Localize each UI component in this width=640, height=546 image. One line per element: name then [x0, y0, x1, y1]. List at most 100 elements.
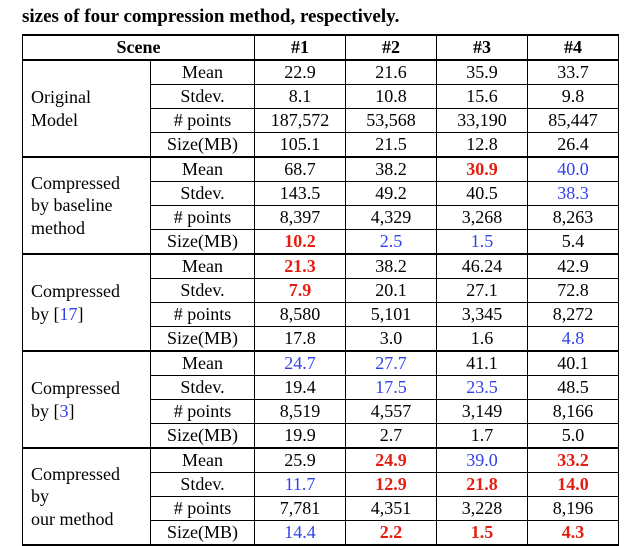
- value-cell: 68.7: [255, 157, 346, 182]
- metric-label: Size(MB): [151, 230, 255, 255]
- value-cell: 24.9: [346, 448, 437, 473]
- table-caption: sizes of four compression method, respec…: [22, 6, 618, 28]
- value-cell: 4,329: [346, 206, 437, 230]
- value-cell: 1.5: [437, 230, 528, 255]
- metric-label: Mean: [151, 60, 255, 85]
- metric-label: # points: [151, 109, 255, 133]
- value-cell: 26.4: [528, 133, 619, 158]
- value-cell: 8.1: [255, 85, 346, 109]
- metric-label: # points: [151, 303, 255, 327]
- value-cell: 5,101: [346, 303, 437, 327]
- value-cell: 30.9: [437, 157, 528, 182]
- value-cell: 53,568: [346, 109, 437, 133]
- group-label: OriginalModel: [23, 60, 151, 157]
- value-cell: 1.7: [437, 424, 528, 449]
- value-cell: 1.5: [437, 521, 528, 546]
- value-cell: 10.2: [255, 230, 346, 255]
- group-label: Compressedby [3]: [23, 351, 151, 448]
- header-col-2: #2: [346, 35, 437, 60]
- value-cell: 85,447: [528, 109, 619, 133]
- value-cell: 38.2: [346, 157, 437, 182]
- table-row: Compressedby [3]Mean24.727.741.140.1: [23, 351, 619, 376]
- value-cell: 4.3: [528, 521, 619, 546]
- table-body: OriginalModelMean22.921.635.933.7Stdev.8…: [23, 60, 619, 545]
- value-cell: 8,166: [528, 400, 619, 424]
- value-cell: 33.2: [528, 448, 619, 473]
- value-cell: 39.0: [437, 448, 528, 473]
- metric-label: Size(MB): [151, 521, 255, 546]
- metric-label: Size(MB): [151, 327, 255, 352]
- value-cell: 72.8: [528, 279, 619, 303]
- value-cell: 22.9: [255, 60, 346, 85]
- value-cell: 15.6: [437, 85, 528, 109]
- value-cell: 2.2: [346, 521, 437, 546]
- value-cell: 7,781: [255, 497, 346, 521]
- results-table: Scene #1 #2 #3 #4 OriginalModelMean22.92…: [22, 34, 619, 546]
- value-cell: 21.8: [437, 473, 528, 497]
- metric-label: Mean: [151, 448, 255, 473]
- table-row: Compressedby [17]Mean21.338.246.2442.9: [23, 254, 619, 279]
- value-cell: 49.2: [346, 182, 437, 206]
- value-cell: 24.7: [255, 351, 346, 376]
- value-cell: 3.0: [346, 327, 437, 352]
- metric-label: Mean: [151, 351, 255, 376]
- value-cell: 3,149: [437, 400, 528, 424]
- metric-label: Size(MB): [151, 424, 255, 449]
- value-cell: 4,557: [346, 400, 437, 424]
- value-cell: 8,263: [528, 206, 619, 230]
- value-cell: 9.8: [528, 85, 619, 109]
- value-cell: 8,397: [255, 206, 346, 230]
- value-cell: 40.1: [528, 351, 619, 376]
- metric-label: Mean: [151, 157, 255, 182]
- metric-label: Stdev.: [151, 182, 255, 206]
- value-cell: 143.5: [255, 182, 346, 206]
- value-cell: 105.1: [255, 133, 346, 158]
- table-head: Scene #1 #2 #3 #4: [23, 35, 619, 60]
- metric-label: # points: [151, 206, 255, 230]
- value-cell: 3,268: [437, 206, 528, 230]
- value-cell: 46.24: [437, 254, 528, 279]
- header-scene: Scene: [23, 35, 255, 60]
- header-col-1: #1: [255, 35, 346, 60]
- group-label: Compressedby baselinemethod: [23, 157, 151, 254]
- table-row: Compressedby baselinemethodMean68.738.23…: [23, 157, 619, 182]
- table-row: OriginalModelMean22.921.635.933.7: [23, 60, 619, 85]
- value-cell: 1.6: [437, 327, 528, 352]
- value-cell: 19.4: [255, 376, 346, 400]
- value-cell: 10.8: [346, 85, 437, 109]
- value-cell: 19.9: [255, 424, 346, 449]
- value-cell: 40.0: [528, 157, 619, 182]
- value-cell: 11.7: [255, 473, 346, 497]
- page: sizes of four compression method, respec…: [0, 0, 640, 537]
- value-cell: 40.5: [437, 182, 528, 206]
- value-cell: 33,190: [437, 109, 528, 133]
- header-col-3: #3: [437, 35, 528, 60]
- value-cell: 21.3: [255, 254, 346, 279]
- metric-label: Stdev.: [151, 473, 255, 497]
- value-cell: 33.7: [528, 60, 619, 85]
- value-cell: 38.3: [528, 182, 619, 206]
- value-cell: 41.1: [437, 351, 528, 376]
- metric-label: Size(MB): [151, 133, 255, 158]
- value-cell: 2.7: [346, 424, 437, 449]
- value-cell: 8,580: [255, 303, 346, 327]
- metric-label: Stdev.: [151, 376, 255, 400]
- value-cell: 20.1: [346, 279, 437, 303]
- metric-label: Stdev.: [151, 85, 255, 109]
- value-cell: 2.5: [346, 230, 437, 255]
- value-cell: 27.1: [437, 279, 528, 303]
- header-col-4: #4: [528, 35, 619, 60]
- table-row: Compressedbyour methodMean25.924.939.033…: [23, 448, 619, 473]
- metric-label: # points: [151, 497, 255, 521]
- value-cell: 48.5: [528, 376, 619, 400]
- value-cell: 4.8: [528, 327, 619, 352]
- group-label: Compressedby [17]: [23, 254, 151, 351]
- value-cell: 38.2: [346, 254, 437, 279]
- value-cell: 23.5: [437, 376, 528, 400]
- value-cell: 3,345: [437, 303, 528, 327]
- value-cell: 25.9: [255, 448, 346, 473]
- value-cell: 27.7: [346, 351, 437, 376]
- metric-label: # points: [151, 400, 255, 424]
- value-cell: 14.4: [255, 521, 346, 546]
- value-cell: 21.6: [346, 60, 437, 85]
